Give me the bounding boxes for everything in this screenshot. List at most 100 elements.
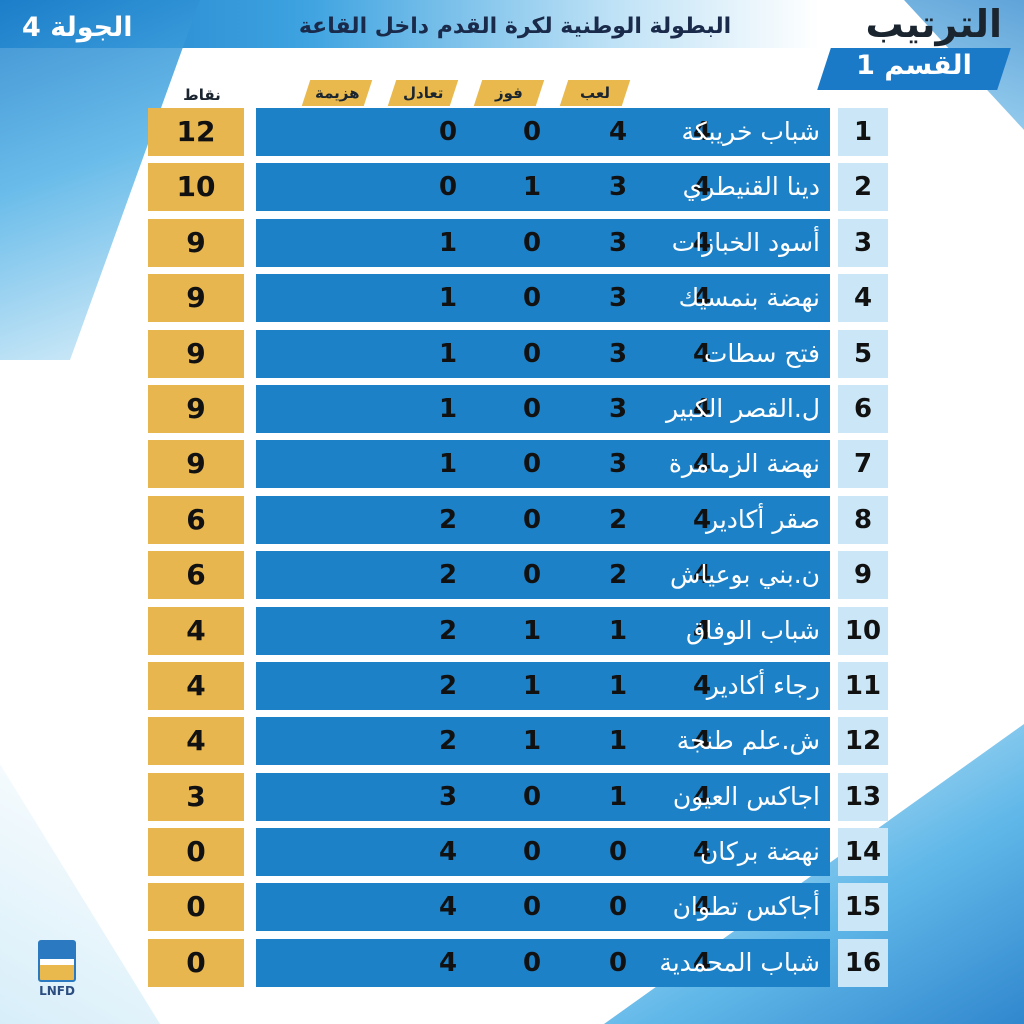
team-stats-cell: 1 0 3 4 نهضة بنمسيك (256, 274, 830, 323)
won-cell: 2 (608, 560, 628, 591)
played-cell: 4 (692, 892, 712, 923)
draw-cell: 0 (522, 892, 542, 923)
won-cell: 1 (608, 615, 628, 646)
team-name: اجاكس العيون (672, 781, 820, 811)
standings-table: 12 0 0 4 4 شباب خريبكة 1 10 0 1 3 4 دينا القنيطري 2 9 1… (148, 108, 888, 994)
lost-cell: 1 (438, 227, 458, 258)
points-cell: 9 (148, 384, 244, 433)
points-cell: 12 (148, 108, 244, 156)
table-row: 0 4 0 0 4 نهضة بركان 14 (148, 828, 888, 877)
table-row: 9 1 0 3 4 أسود الخبازات 3 (148, 218, 888, 267)
team-name: شباب الوفاق (685, 615, 820, 645)
team-name: ل.القصر الكبير (666, 393, 820, 423)
points-cell: 0 (148, 883, 244, 932)
team-name: شباب خريبكة (681, 117, 820, 146)
lost-cell: 1 (438, 338, 458, 369)
table-row: 9 1 0 3 4 نهضة بنمسيك 4 (148, 274, 888, 323)
header-draw: تعادل (387, 80, 459, 106)
won-cell: 3 (608, 283, 628, 314)
played-cell: 4 (692, 504, 712, 535)
draw-cell: 0 (522, 837, 542, 868)
points-cell: 6 (148, 551, 244, 600)
won-cell: 1 (608, 726, 628, 757)
lost-cell: 0 (438, 117, 458, 147)
points-cell: 10 (148, 163, 244, 212)
played-cell: 4 (692, 615, 712, 646)
table-row: 4 2 1 1 4 رجاء أكادير 11 (148, 661, 888, 710)
rank-cell: 13 (838, 772, 888, 821)
draw-cell: 0 (522, 781, 542, 812)
header-points: نقاط (183, 86, 221, 104)
team-stats-cell: 1 0 3 4 ل.القصر الكبير (256, 384, 830, 433)
table-row: 9 1 0 3 4 نهضة الزمامرة 7 (148, 440, 888, 489)
team-stats-cell: 2 1 1 4 رجاء أكادير (256, 661, 830, 710)
points-cell: 9 (148, 274, 244, 323)
table-row: 4 2 1 1 4 ش.علم طنجة 12 (148, 717, 888, 766)
team-stats-cell: 4 0 0 4 نهضة بركان (256, 828, 830, 877)
team-stats-cell: 4 0 0 4 أجاكس تطوان (256, 883, 830, 932)
team-stats-cell: 1 0 3 4 فتح سطات (256, 329, 830, 378)
draw-cell: 1 (522, 670, 542, 701)
header-played: لعب (559, 80, 631, 106)
team-name: ش.علم طنجة (676, 726, 820, 756)
table-row: 6 2 0 2 4 ن.بني بوعياش 9 (148, 551, 888, 600)
won-cell: 3 (608, 338, 628, 369)
rank-cell: 16 (838, 938, 888, 987)
logo-icon (38, 940, 76, 982)
team-stats-cell: 2 1 1 4 شباب الوفاق (256, 606, 830, 655)
table-row: 6 2 0 2 4 صقر أكادير 8 (148, 495, 888, 544)
points-cell: 4 (148, 661, 244, 710)
rank-cell: 4 (838, 274, 888, 323)
points-cell: 6 (148, 495, 244, 544)
rank-cell: 12 (838, 717, 888, 766)
rank-cell: 8 (838, 495, 888, 544)
points-cell: 9 (148, 440, 244, 489)
won-cell: 3 (608, 393, 628, 424)
played-cell: 4 (692, 227, 712, 258)
round-label: الجولة 4 (22, 12, 133, 43)
lost-cell: 4 (438, 947, 458, 978)
rank-cell: 5 (838, 329, 888, 378)
team-name: دينا القنيطري (682, 172, 820, 202)
team-name: رجاء أكادير (706, 670, 820, 700)
played-cell: 4 (692, 393, 712, 424)
header-lost: هزيمة (301, 80, 373, 106)
won-cell: 0 (608, 892, 628, 923)
played-cell: 4 (692, 781, 712, 812)
lost-cell: 2 (438, 615, 458, 646)
rank-cell: 2 (838, 163, 888, 212)
rank-cell: 15 (838, 883, 888, 932)
draw-cell: 0 (522, 338, 542, 369)
draw-cell: 0 (522, 283, 542, 314)
team-stats-cell: 4 0 0 4 شباب المحمدية (256, 938, 830, 987)
lost-cell: 1 (438, 393, 458, 424)
team-name: فتح سطات (703, 338, 820, 368)
lost-cell: 2 (438, 560, 458, 591)
lost-cell: 0 (438, 172, 458, 203)
team-name: أسود الخبازات (671, 227, 820, 257)
won-cell: 2 (608, 504, 628, 535)
draw-cell: 1 (522, 172, 542, 203)
team-stats-cell: 0 0 4 4 شباب خريبكة (256, 108, 830, 156)
lost-cell: 2 (438, 504, 458, 535)
rank-cell: 10 (838, 606, 888, 655)
won-cell: 1 (608, 670, 628, 701)
draw-cell: 0 (522, 560, 542, 591)
table-row: 10 0 1 3 4 دينا القنيطري 2 (148, 163, 888, 212)
played-cell: 4 (692, 560, 712, 591)
won-cell: 4 (608, 117, 628, 147)
lost-cell: 4 (438, 892, 458, 923)
lost-cell: 4 (438, 837, 458, 868)
table-row: 0 4 0 0 4 أجاكس تطوان 15 (148, 883, 888, 932)
won-cell: 0 (608, 947, 628, 978)
team-name: ن.بني بوعياش (669, 560, 820, 590)
division-label: القسم 1 (856, 50, 972, 81)
won-cell: 1 (608, 781, 628, 812)
lost-cell: 3 (438, 781, 458, 812)
played-cell: 4 (692, 338, 712, 369)
points-cell: 4 (148, 717, 244, 766)
lost-cell: 2 (438, 670, 458, 701)
points-cell: 9 (148, 218, 244, 267)
team-name: نهضة بركان (699, 837, 820, 867)
table-row: 9 1 0 3 4 فتح سطات 5 (148, 329, 888, 378)
